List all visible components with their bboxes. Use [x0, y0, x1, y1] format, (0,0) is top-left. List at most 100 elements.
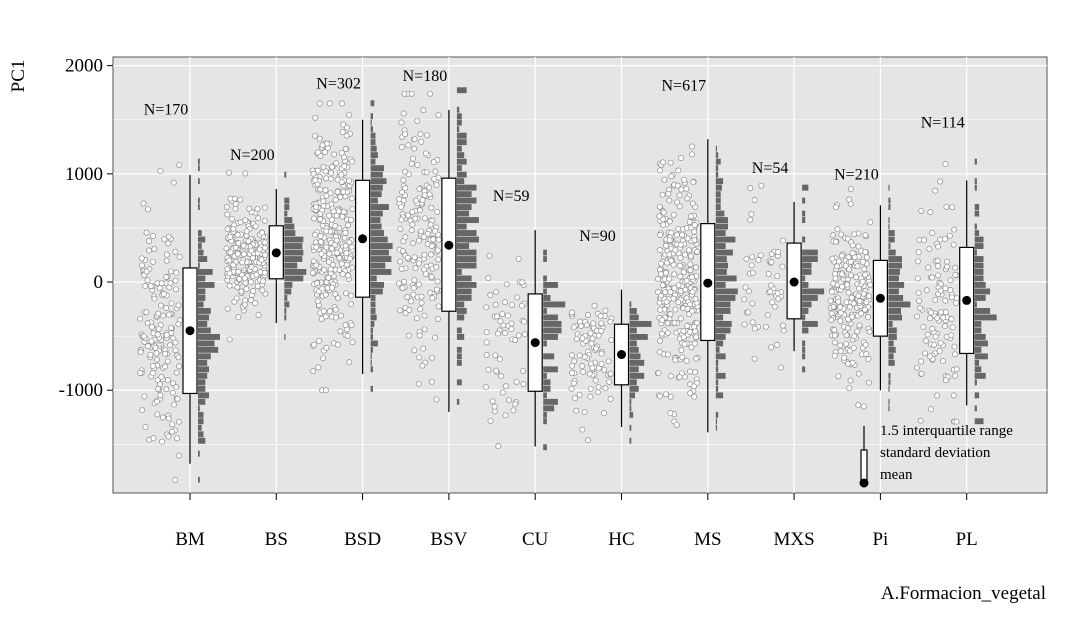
data-point — [568, 385, 575, 392]
data-point — [259, 278, 266, 285]
histogram-bar — [370, 385, 373, 392]
data-point — [512, 337, 519, 343]
histogram-bar — [888, 314, 902, 321]
data-point — [677, 315, 684, 322]
data-point — [828, 288, 835, 295]
data-point — [258, 256, 265, 263]
data-point — [223, 204, 230, 210]
data-point — [755, 257, 762, 264]
histogram-bar — [198, 398, 206, 405]
data-point — [607, 396, 614, 402]
data-point — [346, 111, 353, 118]
data-point — [672, 306, 679, 313]
histogram-bar — [198, 346, 219, 353]
data-point — [934, 315, 941, 322]
data-point — [241, 251, 247, 258]
data-point — [237, 196, 244, 203]
data-point — [670, 295, 677, 302]
data-point — [482, 384, 489, 391]
data-point — [312, 177, 319, 184]
histogram-bar — [543, 366, 558, 373]
mean-point — [358, 234, 368, 244]
data-point — [175, 452, 182, 459]
data-point — [779, 263, 786, 270]
data-point — [934, 392, 941, 399]
histogram-bar — [543, 282, 558, 288]
histogram-bar — [629, 301, 632, 308]
data-point — [587, 393, 594, 400]
data-point — [168, 268, 174, 275]
histogram-bar — [198, 424, 202, 431]
histogram-bar — [629, 327, 637, 334]
data-point — [427, 221, 434, 228]
data-point — [657, 337, 663, 344]
data-point — [311, 341, 318, 348]
data-point — [496, 356, 503, 363]
data-point — [678, 186, 685, 193]
data-point — [340, 188, 347, 195]
data-point — [849, 242, 856, 249]
data-point — [435, 236, 442, 243]
histogram-bar — [370, 327, 373, 334]
data-point — [141, 333, 147, 340]
data-point — [590, 320, 597, 327]
data-point — [176, 253, 183, 260]
data-point — [677, 254, 684, 261]
data-point — [521, 318, 528, 325]
data-point — [860, 403, 867, 410]
data-point — [587, 330, 594, 337]
data-point — [153, 350, 160, 357]
data-point — [748, 262, 755, 269]
data-point — [838, 271, 845, 278]
data-point — [920, 324, 927, 330]
data-point — [323, 228, 330, 235]
histogram-bar — [715, 359, 719, 366]
data-point — [324, 140, 331, 147]
histogram-bar — [543, 418, 547, 425]
data-point — [252, 300, 259, 306]
data-point — [435, 303, 442, 310]
histogram-bar — [370, 288, 383, 295]
histogram-bar — [456, 191, 472, 198]
histogram-bar — [284, 314, 287, 321]
histogram-bar — [370, 353, 372, 360]
data-point — [433, 181, 440, 188]
count-label: N=200 — [230, 147, 275, 164]
histogram-bar — [543, 256, 547, 262]
histogram-bar — [284, 249, 304, 256]
histogram-bar — [284, 282, 293, 288]
histogram-bar — [888, 379, 891, 386]
histogram-bar — [715, 392, 724, 399]
data-point — [500, 322, 507, 329]
data-point — [850, 344, 857, 351]
data-point — [413, 315, 420, 322]
histogram-bar — [974, 223, 977, 230]
data-point — [691, 393, 698, 400]
data-point — [311, 132, 318, 139]
histogram-bar — [888, 334, 897, 340]
histogram-bar — [888, 372, 891, 379]
histogram-bar — [198, 321, 208, 327]
data-point — [167, 342, 174, 349]
data-point — [682, 286, 689, 293]
histogram-bar — [370, 346, 373, 353]
histogram-bar — [888, 405, 890, 412]
data-point — [674, 199, 681, 206]
data-point — [949, 324, 956, 331]
data-point — [682, 251, 688, 258]
data-point — [658, 260, 665, 267]
x-tick-label: BM — [175, 529, 205, 550]
data-point — [317, 210, 324, 217]
histogram-bar — [456, 210, 470, 217]
data-point — [225, 169, 232, 176]
data-point — [158, 374, 165, 380]
data-point — [430, 236, 437, 243]
data-point — [837, 342, 844, 349]
data-point — [953, 418, 960, 425]
data-point — [667, 393, 674, 400]
histogram-bar — [715, 379, 719, 386]
histogram-bar — [974, 366, 982, 373]
data-point — [591, 302, 598, 309]
data-point — [835, 373, 842, 380]
data-point — [325, 258, 332, 265]
